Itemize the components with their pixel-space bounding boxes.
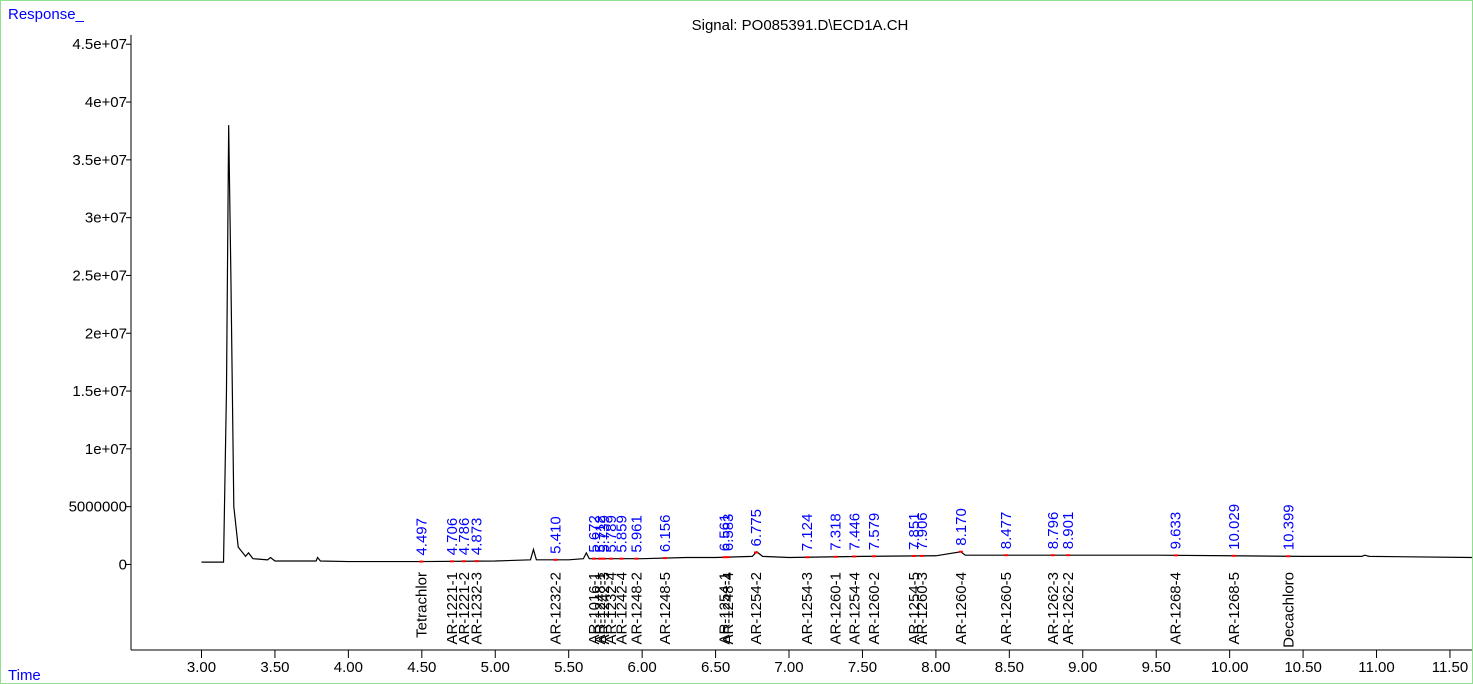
- x-tick-label: 6.00: [628, 659, 657, 676]
- peak-time-label: 5.410: [547, 516, 564, 554]
- peak-name-label: AR-1242-4: [613, 572, 630, 645]
- y-tick-label: 2.5e+07: [72, 267, 127, 284]
- x-tick-label: 5.00: [481, 659, 510, 676]
- x-tick-label: 8.00: [921, 659, 950, 676]
- chart-title: Signal: PO085391.D\ECD1A.CH: [692, 17, 909, 34]
- peak-time-label: 5.739: [596, 515, 613, 553]
- peak-time-label: 5.789: [603, 515, 620, 553]
- peak-name-label: AR-1260-1: [828, 572, 845, 645]
- x-tick-label: 7.00: [774, 659, 803, 676]
- peak-time-label: 7.446: [847, 513, 864, 551]
- peak-time-label: 5.859: [613, 515, 630, 553]
- peak-time-label: 8.796: [1045, 512, 1062, 550]
- peak-time-label: 7.318: [828, 513, 845, 551]
- peak-time-label: 7.124: [799, 514, 816, 552]
- peak-time-label: 4.497: [413, 518, 430, 556]
- peak-name-label: AR-1254-4: [847, 572, 864, 645]
- y-tick-label: 1.5e+07: [72, 383, 127, 400]
- x-tick-label: 6.50: [701, 659, 730, 676]
- peak-name-label: AR-1232-3: [469, 572, 486, 645]
- y-tick-label: 2e+07: [85, 325, 127, 342]
- x-tick-label: 7.50: [848, 659, 877, 676]
- peak-name-label: AR-1232-4: [603, 572, 620, 645]
- peak-name-label: AR-1248-2: [628, 572, 645, 645]
- peak-name-label: AR-1260-3: [914, 572, 931, 645]
- y-tick-label: 4.5e+07: [72, 36, 127, 53]
- x-tick-label: 9.50: [1142, 659, 1171, 676]
- peak-name-label: AR-1254-1: [717, 572, 734, 645]
- peak-time-label: 7.579: [866, 513, 883, 551]
- peak-name-label: AR-1248-5: [657, 572, 674, 645]
- peak-time-label: 6.775: [748, 509, 765, 547]
- y-axis-label: Response_: [8, 6, 85, 23]
- x-tick-label: 10.00: [1211, 659, 1249, 676]
- peak-name-label: AR-1260-2: [866, 572, 883, 645]
- peak-time-label: 4.873: [469, 518, 486, 556]
- x-tick-label: 3.50: [260, 659, 289, 676]
- peak-name-label: AR-1268-5: [1226, 572, 1243, 645]
- y-tick-label: 4e+07: [85, 94, 127, 111]
- peak-name-label: Decachloro: [1280, 572, 1297, 648]
- x-tick-label: 9.00: [1068, 659, 1097, 676]
- x-tick-label: 4.50: [407, 659, 436, 676]
- peak-name-label: AR-1262-3: [1045, 572, 1062, 645]
- peak-name-label: AR-1248-4: [720, 572, 737, 645]
- peak-time-label: 6.156: [657, 515, 674, 553]
- peak-time-label: 9.633: [1168, 512, 1185, 550]
- x-tick-label: 3.00: [187, 659, 216, 676]
- peak-name-label: AR-1254-3: [799, 572, 816, 645]
- x-tick-label: 11.50: [1432, 659, 1468, 676]
- peak-name-label: Tetrachlor: [413, 572, 430, 638]
- peak-name-label: AR-1232-2: [547, 572, 564, 645]
- y-tick-label: 5000000: [69, 499, 127, 516]
- peak-time-label: 8.901: [1060, 512, 1077, 550]
- y-tick-label: 3.5e+07: [72, 152, 127, 169]
- peak-time-label: 5.961: [628, 515, 645, 553]
- peak-time-label: 10.399: [1280, 504, 1297, 550]
- x-tick-label: 10.50: [1284, 659, 1322, 676]
- peak-name-label: AR-1242-3: [596, 572, 613, 645]
- peak-time-label: 8.170: [953, 508, 970, 546]
- peak-name-label: AR-1016-1: [586, 572, 603, 645]
- y-tick-label: 3e+07: [85, 210, 127, 227]
- x-tick-label: 5.50: [554, 659, 583, 676]
- peak-time-label: 7.906: [914, 512, 931, 550]
- peak-name-label: AR-1248-1: [592, 572, 609, 645]
- peak-time-label: 10.029: [1226, 504, 1243, 550]
- peak-name-label: AR-1221-2: [456, 572, 473, 645]
- peak-name-label: AR-1260-5: [998, 572, 1015, 645]
- y-tick-label: 1e+07: [85, 441, 127, 458]
- peak-name-label: AR-1260-4: [953, 572, 970, 645]
- peak-time-label: 5.672: [586, 515, 603, 553]
- peak-name-label: AR-1262-2: [1060, 572, 1077, 645]
- y-tick-label: 0: [119, 556, 127, 573]
- peak-time-label: 4.786: [456, 518, 473, 556]
- x-axis-label: Time: [8, 667, 41, 684]
- peak-time-label: 6.561: [717, 514, 734, 552]
- x-tick-label: 11.00: [1358, 659, 1394, 676]
- x-tick-label: 4.00: [334, 659, 363, 676]
- peak-name-label: AR-1254-5: [906, 572, 923, 645]
- x-tick-label: 8.50: [995, 659, 1024, 676]
- trace: [201, 125, 1473, 563]
- peak-time-label: 6.583: [720, 514, 737, 552]
- peak-name-label: AR-1221-1: [444, 572, 461, 645]
- peak-name-label: AR-1268-4: [1168, 572, 1185, 645]
- peak-time-label: 5.712: [592, 515, 609, 553]
- peak-name-label: AR-1254-2: [748, 572, 765, 645]
- peak-time-label: 7.851: [906, 512, 923, 550]
- peak-time-label: 4.706: [444, 518, 461, 556]
- peak-time-label: 8.477: [998, 512, 1015, 550]
